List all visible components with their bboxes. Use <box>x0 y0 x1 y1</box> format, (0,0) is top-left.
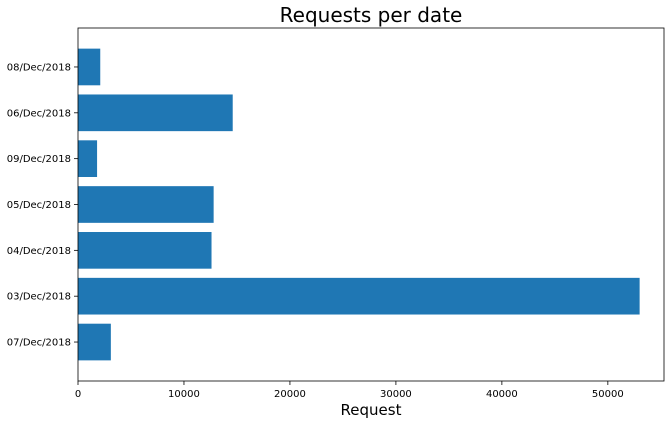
y-tick-label: 09/Dec/2018 <box>7 154 71 165</box>
bar-04-dec-2018 <box>78 232 212 269</box>
y-tick-label: 03/Dec/2018 <box>7 292 71 303</box>
bar-05-dec-2018 <box>78 186 214 223</box>
x-tick-label: 30000 <box>380 389 412 400</box>
y-tick-label: 07/Dec/2018 <box>7 338 71 349</box>
x-tick-label: 0 <box>75 389 81 400</box>
bar-07-dec-2018 <box>78 323 111 361</box>
y-tick-label: 05/Dec/2018 <box>7 200 71 211</box>
x-tick-label: 20000 <box>274 389 306 400</box>
y-tick-label: 06/Dec/2018 <box>7 108 71 119</box>
chart-title: Requests per date <box>280 3 463 27</box>
bars-group <box>78 48 640 361</box>
y-tick-label: 04/Dec/2018 <box>7 246 71 257</box>
x-tick-label: 10000 <box>168 389 200 400</box>
bar-06-dec-2018 <box>78 94 233 132</box>
bar-09-dec-2018 <box>78 140 98 177</box>
x-tick-label: 50000 <box>592 389 624 400</box>
y-axis-ticks: 07/Dec/2018 03/Dec/2018 04/Dec/2018 05/Dec/… <box>7 62 78 349</box>
bar-08-dec-2018 <box>78 48 101 86</box>
y-tick-label: 08/Dec/2018 <box>7 62 71 73</box>
x-tick-label: 40000 <box>486 389 518 400</box>
x-axis-ticks: 0 10000 20000 30000 40000 50000 <box>75 381 624 400</box>
x-axis-label: Request <box>341 401 402 419</box>
bar-03-dec-2018 <box>78 277 640 315</box>
